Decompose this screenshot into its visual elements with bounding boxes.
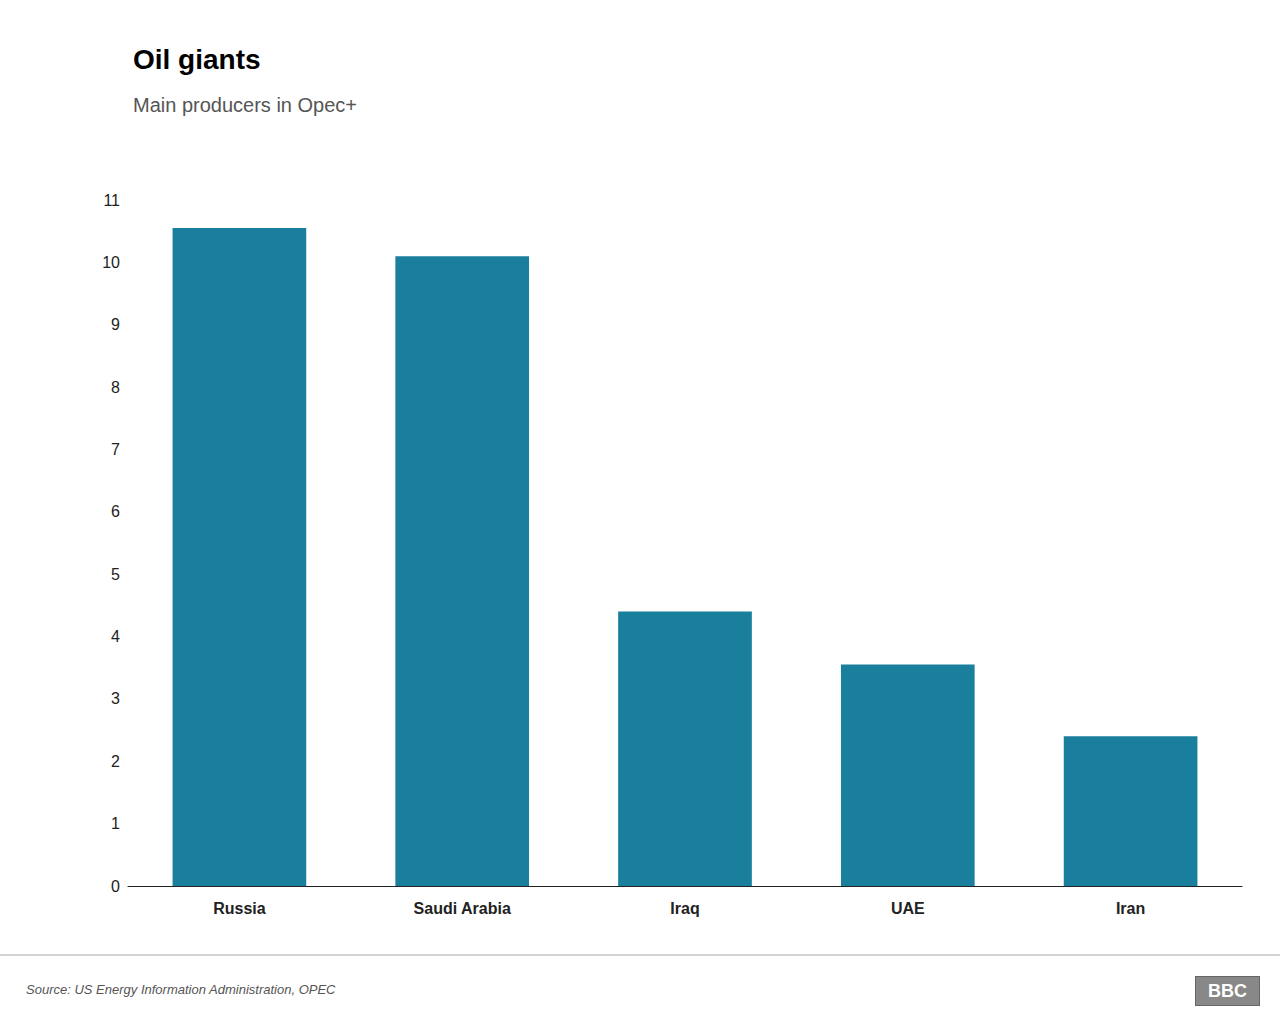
svg-text:7: 7 — [111, 441, 120, 458]
svg-text:Saudi Arabia: Saudi Arabia — [414, 900, 511, 917]
svg-text:9: 9 — [111, 316, 120, 333]
svg-text:Main producers in Opec+: Main producers in Opec+ — [133, 94, 357, 116]
svg-text:5: 5 — [111, 566, 120, 583]
svg-text:Iran: Iran — [1116, 900, 1145, 917]
svg-text:UAE: UAE — [891, 900, 925, 917]
svg-text:2: 2 — [111, 753, 120, 770]
svg-text:3: 3 — [111, 690, 120, 707]
svg-text:0: 0 — [111, 878, 120, 895]
svg-text:6: 6 — [111, 503, 120, 520]
svg-text:10: 10 — [102, 254, 120, 271]
svg-text:Russia: Russia — [213, 900, 266, 917]
svg-text:Oil giants: Oil giants — [133, 44, 261, 75]
svg-text:Iraq: Iraq — [670, 900, 699, 917]
svg-text:Source: US Energy Information: Source: US Energy Information Administra… — [26, 982, 336, 997]
svg-text:8: 8 — [111, 379, 120, 396]
svg-text:11: 11 — [103, 192, 120, 209]
svg-text:BBC: BBC — [1208, 981, 1247, 1001]
svg-text:4: 4 — [111, 628, 120, 645]
svg-text:1: 1 — [111, 815, 120, 832]
